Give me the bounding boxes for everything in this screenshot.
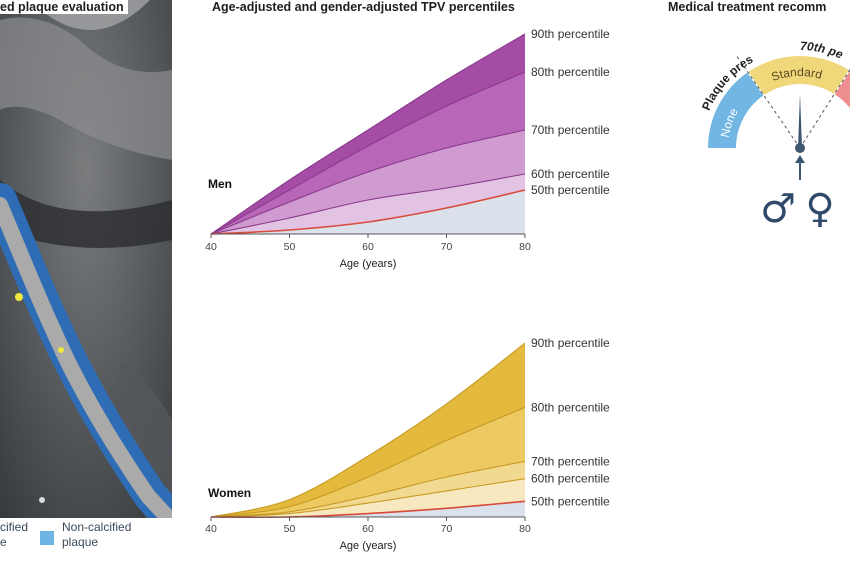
x-tick-label: 70 <box>441 523 453 535</box>
gauge-segment-standard <box>748 56 849 95</box>
percentile-label: 70th percentile <box>531 123 610 137</box>
percentile-label: 50th percentile <box>531 183 610 197</box>
line-70th-percentile <box>210 460 526 518</box>
x-tick-label: 80 <box>519 241 531 253</box>
tpv-percentile-charts: 90th percentile 80th percentile 70th perce… <box>205 27 610 552</box>
line-80th-percentile <box>210 406 526 518</box>
line-90th-percentile <box>210 342 526 518</box>
gauge-pivot <box>795 143 805 153</box>
vessel-lumen <box>0 197 172 530</box>
percentile-label: 90th percentile <box>531 27 610 41</box>
group-label: Men <box>208 177 232 191</box>
line-80th-percentile <box>210 71 526 235</box>
group-label: Women <box>208 486 251 500</box>
x-tick-label: 60 <box>362 523 374 535</box>
percentile-label: 80th percentile <box>531 65 610 79</box>
gauge-needle <box>798 94 802 148</box>
line-60th-percentile <box>210 173 526 235</box>
female-icon: ♀ <box>805 186 834 232</box>
male-icon: ♂ <box>760 186 796 232</box>
percentile-label: 50th percentile <box>531 494 610 508</box>
chart-women: 90th percentile 80th percentile 70th perce… <box>205 336 610 552</box>
ct-bright-spot <box>39 497 45 503</box>
ct-tissue-upper <box>0 17 172 160</box>
legend-noncalcified-label-1: Non-calcified <box>62 520 132 534</box>
gauge-segment-none <box>708 72 764 148</box>
plaque-legend: cified e Non-calcified plaque <box>0 518 172 566</box>
percentile-label: 70th percentile <box>531 454 610 468</box>
x-tick-label: 50 <box>284 241 296 253</box>
band-50th-percentile <box>211 501 525 518</box>
line-50th-percentile <box>210 189 526 235</box>
percentile-label: 90th percentile <box>531 336 610 350</box>
band-60th-percentile <box>211 478 525 517</box>
calcified-plaque-spot <box>15 293 23 301</box>
line-90th-percentile <box>210 33 526 235</box>
percentile-label: 60th percentile <box>531 167 610 181</box>
legend-noncalcified-label-2: plaque <box>62 535 99 549</box>
gauge-segment-intensive <box>834 71 850 109</box>
ct-dark-band <box>0 180 172 248</box>
percentile-label: 60th percentile <box>531 472 610 486</box>
gauge-arrow-head <box>795 155 805 163</box>
gauge-label-standard: Standard <box>769 65 823 84</box>
legend-noncalcified-swatch <box>40 531 54 545</box>
legend-calcified-label-1: cified <box>0 520 29 534</box>
x-axis-label: Age (years) <box>340 258 397 270</box>
chart-men: 90th percentile 80th percentile 70th perce… <box>205 27 610 270</box>
x-tick-label: 40 <box>205 523 217 535</box>
percentile-label: 80th percentile <box>531 400 610 414</box>
x-tick-label: 50 <box>284 523 296 535</box>
line-60th-percentile <box>210 478 526 518</box>
band-50th-percentile <box>211 190 525 234</box>
ct-image <box>0 0 172 566</box>
gauge-divider <box>735 53 801 149</box>
x-tick-label: 40 <box>205 241 217 253</box>
x-tick-label: 80 <box>519 523 531 535</box>
treatment-panel: Medical treatment recomm None Standard Pla… <box>660 0 850 566</box>
tpv-percentile-panel: Age-adjusted and gender-adjusted TPV per… <box>180 0 650 566</box>
ct-panel-title: ed plaque evaluation <box>0 0 128 14</box>
treatment-panel-title: Medical treatment recomm <box>668 0 827 14</box>
ct-plaque-panel: ed plaque evaluation cified e Non-calcif… <box>0 0 172 566</box>
x-tick-label: 60 <box>362 241 374 253</box>
calcified-plaque-spot <box>58 347 64 353</box>
x-tick-label: 70 <box>441 241 453 253</box>
legend-calcified-label-2: e <box>0 535 7 549</box>
line-70th-percentile <box>210 129 526 235</box>
chart-panel-title: Age-adjusted and gender-adjusted TPV per… <box>212 0 515 14</box>
x-axis-label: Age (years) <box>340 540 397 552</box>
